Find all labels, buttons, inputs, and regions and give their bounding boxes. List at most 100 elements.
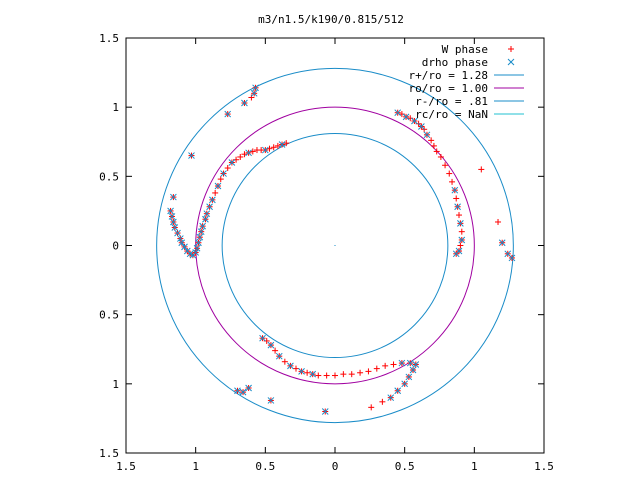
w-phase-point — [266, 145, 273, 152]
drho-phase-point — [275, 352, 283, 360]
y-tick-label: 0 — [112, 240, 119, 253]
w-phase-point — [373, 365, 380, 372]
w-phase-point — [442, 162, 449, 169]
drho-phase-point — [250, 89, 258, 97]
y-tick-label: 1.5 — [99, 32, 119, 45]
x-tick-label: 1 — [471, 460, 478, 473]
drho-phase-point — [170, 218, 177, 226]
legend-label: ro/ro = 1.00 — [409, 82, 488, 95]
w-phase-point — [212, 189, 219, 196]
w-phase-point — [249, 148, 256, 155]
drho-phase-point — [394, 387, 402, 395]
chart-title: m3/n1.5/k190/0.815/512 — [258, 13, 404, 26]
legend-label: rc/ro = NaN — [415, 108, 488, 121]
w-phase-point — [382, 362, 389, 369]
axis-tick-labels: 1.5 1 0.5 0 0.5 1 1.51.510.500.511.5 — [99, 32, 554, 473]
w-phase-point — [332, 372, 338, 379]
drho-phase-point — [202, 215, 209, 223]
drho-phase-point — [188, 152, 195, 159]
circle-r+ — [156, 67, 514, 424]
drho-phase-point — [411, 117, 418, 125]
x-tick-label: 1.5 — [116, 460, 136, 473]
axis-ticks — [125, 37, 545, 454]
x-tick-label: 0 — [332, 460, 339, 473]
drho-phase-point — [267, 397, 275, 404]
w-phase-point — [248, 94, 255, 101]
w-phase-point — [340, 371, 347, 378]
w-phase-point — [270, 144, 277, 151]
drho-phase-point — [267, 341, 275, 349]
w-phase-point — [368, 404, 375, 411]
w-phase-point — [241, 151, 248, 158]
drho-phase-point — [199, 222, 206, 230]
drho-phase-point — [245, 149, 252, 157]
w-phase-point — [274, 142, 281, 149]
drho-phase-point — [278, 141, 286, 148]
drho-phase-point — [398, 359, 406, 367]
drho-phase-point — [174, 229, 181, 237]
circle-r- — [221, 132, 449, 359]
w-phase-point — [457, 242, 464, 249]
drho-phase-point — [209, 196, 216, 204]
drho-phase-point — [418, 123, 425, 130]
w-phase-point — [449, 178, 456, 185]
w-phase-point — [430, 142, 437, 149]
drho-phase-point — [412, 361, 420, 368]
drho-phase-point — [220, 170, 227, 177]
drho-phase-point — [458, 236, 466, 244]
y-tick-label: 0.5 — [99, 309, 119, 322]
drho-phase-point — [239, 388, 247, 396]
drho-phase-point — [508, 254, 516, 262]
data-points — [167, 84, 516, 415]
drho-phase-point — [203, 210, 211, 218]
legend-symbol — [507, 58, 515, 66]
drho-phase-point — [387, 394, 395, 402]
drho-phase-point — [224, 110, 232, 118]
drho-phase-point — [252, 84, 259, 92]
drho-phase-point — [170, 193, 177, 201]
drho-phase-point — [457, 220, 464, 227]
drho-phase-point — [241, 99, 248, 107]
drho-phase-point — [234, 387, 241, 395]
drho-phase-point — [178, 239, 186, 247]
x-tick-label: 1 — [192, 460, 199, 473]
drho-phase-point — [167, 207, 174, 215]
w-phase-point — [224, 165, 231, 172]
drho-phase-point — [454, 203, 461, 211]
w-phase-point — [453, 195, 460, 202]
drho-phase-point — [206, 203, 213, 211]
drho-phase-point — [228, 159, 236, 166]
w-phase-point — [379, 398, 386, 405]
reference-circles — [156, 67, 514, 424]
drho-phase-point — [176, 235, 184, 242]
legend-label: W phase — [442, 43, 488, 56]
drho-phase-point — [261, 146, 269, 154]
drho-phase-point — [197, 228, 205, 236]
drho-phase-point — [196, 233, 204, 241]
legend-label: drho phase — [422, 56, 488, 69]
w-phase-point — [478, 166, 485, 173]
drho-phase-point — [405, 373, 413, 381]
drho-phase-point — [195, 239, 202, 247]
drho-phase-point — [309, 370, 317, 378]
w-phase-point — [315, 372, 322, 379]
w-phase-point — [458, 228, 465, 235]
drho-phase-point — [452, 250, 460, 258]
drho-phase-point — [171, 224, 179, 231]
y-tick-label: 1 — [112, 101, 119, 114]
drho-phase-point — [193, 244, 201, 252]
drho-phase-point — [321, 408, 329, 415]
drho-phase-point — [168, 213, 176, 220]
w-phase-point — [272, 347, 279, 354]
w-phase-point — [237, 153, 244, 160]
drho-phase-point — [409, 366, 417, 374]
w-phase-point — [217, 176, 224, 183]
x-tick-label: 0.5 — [255, 460, 275, 473]
w-phase-point — [437, 153, 444, 160]
w-phase-point — [495, 218, 502, 225]
w-phase-point — [433, 148, 440, 155]
drho-phase-point — [498, 239, 506, 247]
center-dot — [334, 245, 336, 246]
